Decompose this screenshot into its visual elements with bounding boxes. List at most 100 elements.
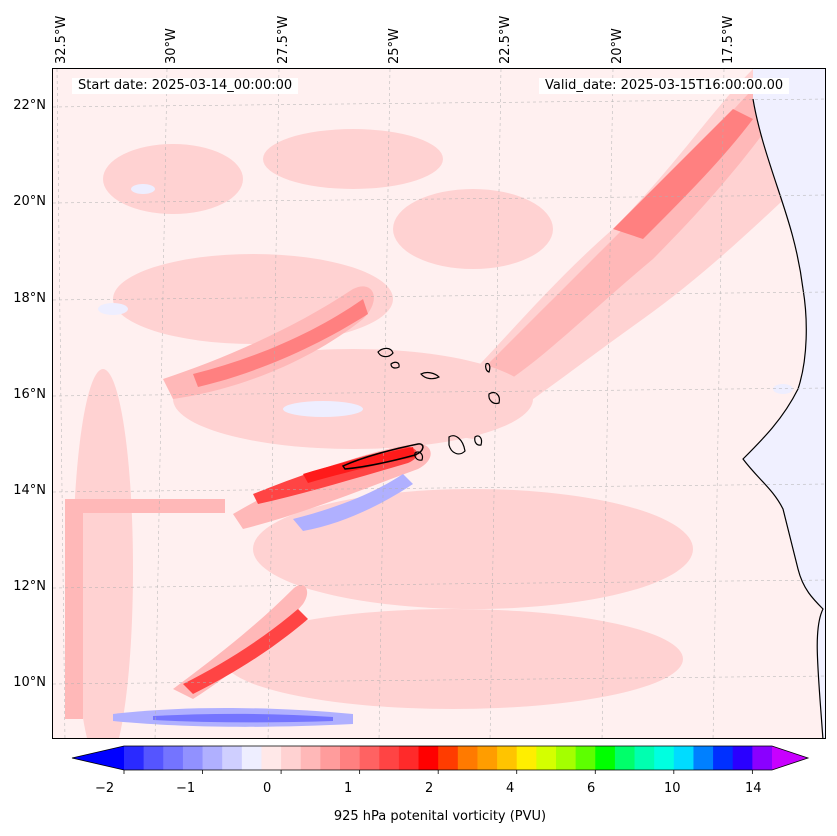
colorbar-extend-min [72,746,124,770]
colorbar-tick-neg2: −2 [95,781,115,796]
pv-streak-south-red [183,609,308,694]
colorbar-segment [379,746,400,770]
colorbar [71,745,810,774]
colorbar-segment [516,746,537,770]
colorbar-segment [556,746,577,770]
lat-label-20n: 20°N [13,194,46,209]
colorbar-extend-max [772,746,808,770]
island-santiago [448,435,466,455]
pv-band-northeast-streak [613,109,753,239]
colorbar-segment [752,746,773,770]
colorbar-segment [163,746,184,770]
coastline-africa [742,98,824,738]
gridline-lon-25w [378,69,391,738]
lon-label-32-5w: 32.5°W [54,15,69,64]
colorbar-tick-2: 2 [425,781,434,796]
island-sao-vicente [390,361,400,369]
pv-blue-bar-south-core [153,713,333,723]
pv-blue-speck-2 [98,303,128,315]
colorbar-tick-0: 0 [263,781,272,796]
colorbar-tick-6: 6 [587,781,596,796]
gridline-lon-20w [601,69,614,738]
gridline-lon-27-5w [267,69,280,738]
pv-blue-speck-1 [131,184,155,194]
pv-patch-north-2 [263,129,443,189]
pv-patch-north-1 [103,144,243,214]
colorbar-segment [575,746,596,770]
lon-label-17-5w: 17.5°W [721,15,736,64]
colorbar-segment [477,746,498,770]
colorbar-segment [241,746,262,770]
pv-blue-streak-14n [293,474,413,531]
gridline-lon-32-5w [56,69,66,738]
colorbar-label: 925 hPa potenital vorticity (PVU) [333,809,547,824]
colorbar-segment [438,746,459,770]
colorbar-segment [673,746,694,770]
start-date-label: Start date: 2025-03-14_00:00:00 [72,78,299,94]
island-sal [485,362,491,373]
lat-label-16n: 16°N [13,387,46,402]
island-sao-nicolau [420,371,441,380]
lat-label-12n: 12°N [13,579,46,594]
pv-west-column [65,499,83,719]
gridline-lon-22-5w [489,69,502,738]
africa-land [743,69,825,738]
lon-label-30w: 30°W [164,28,179,64]
colorbar-tick-neg1: −1 [176,781,196,796]
lon-label-20w: 20°W [610,28,625,64]
lat-label-22n: 22°N [13,98,46,113]
colorbar-segment [300,746,321,770]
colorbar-tick-14: 14 [745,781,762,796]
colorbar-segment [457,746,478,770]
pv-blue-speck-3 [773,384,793,394]
pv-streak-south-outer [173,584,308,699]
lat-label-14n: 14°N [13,483,46,498]
lon-label-27-5w: 27.5°W [276,15,291,64]
gridline-lon-30w [154,69,168,738]
island-brava [341,443,424,470]
map-gridlines [53,69,825,738]
colorbar-segment [536,746,557,770]
colorbar-segment [693,746,714,770]
pv-patch-north-3 [393,189,553,269]
pv-streak-main-core [303,447,415,483]
colorbar-tick-10: 10 [664,781,681,796]
colorbar-segment [595,746,616,770]
island-fogo [414,451,424,461]
lon-label-22-5w: 22.5°W [498,15,513,64]
colorbar-segment [418,746,439,770]
island-santo-antao [377,347,394,358]
colorbar-segment [398,746,420,770]
island-boa-vista [488,392,500,405]
pv-blue-patch-15n [283,401,363,417]
colorbar-segment [497,746,518,770]
colorbar-segment [320,746,341,770]
colorbar-tick-1: 1 [344,781,353,796]
gridline-lon-17-5w [712,69,725,738]
pv-patch-south-1 [253,489,693,609]
colorbar-segment [340,746,361,770]
pv-feature-17n-core [193,299,368,387]
colorbar-segment [143,746,164,770]
colorbar-segment [281,746,302,770]
colorbar-segment [634,746,655,770]
pv-map [52,68,826,739]
lon-label-25w: 25°W [387,28,402,64]
colorbar-segment [261,746,282,770]
colorbar-segment [614,746,636,770]
colorbar-tick-4: 4 [506,781,515,796]
pv-field-svg [53,69,825,738]
colorbar-segment [732,746,753,770]
colorbar-segment [359,746,380,770]
pv-patch-west [73,369,133,738]
colorbar-segment [713,746,734,770]
pv-west-row [65,499,225,513]
island-maio [474,435,483,446]
colorbar-segment [654,746,675,770]
lat-label-18n: 18°N [13,291,46,306]
colorbar-segment [182,746,204,770]
colorbar-segment [124,746,145,770]
pv-patch-south-2 [223,609,683,709]
lat-label-10n: 10°N [13,675,46,690]
valid-date-label: Valid_date: 2025-03-15T16:00:00.00 [539,78,790,94]
